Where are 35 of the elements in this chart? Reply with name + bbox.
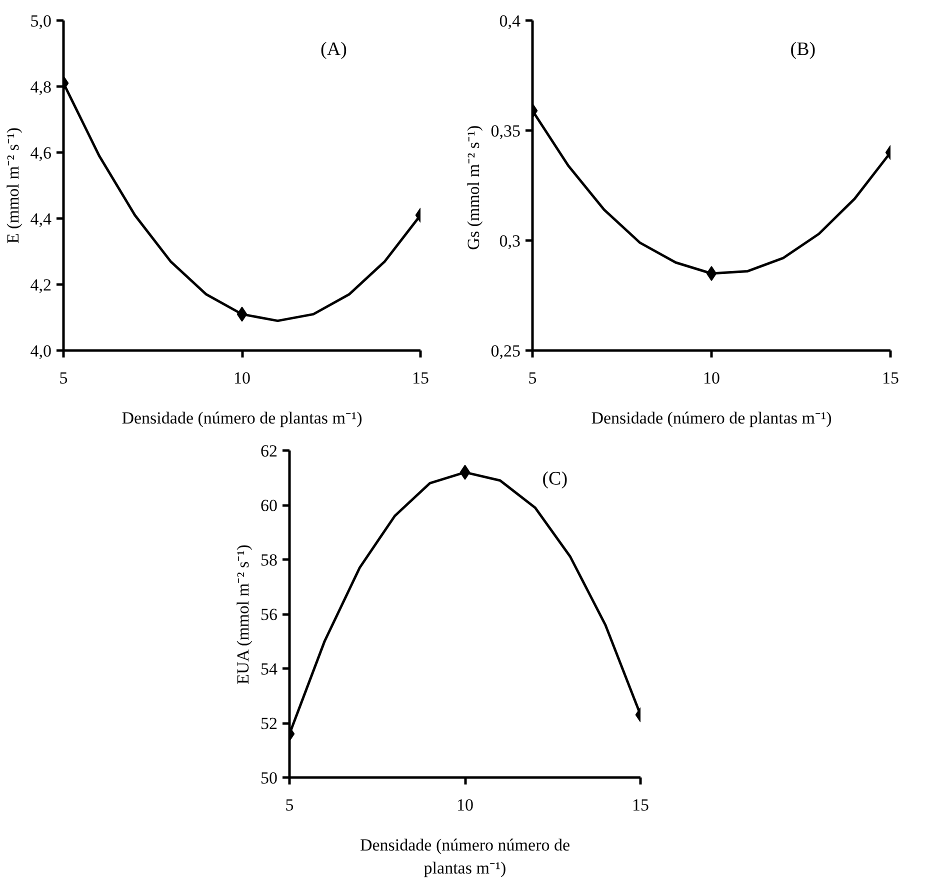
y-axis-title: EUA (mmol m⁻² s⁻¹) bbox=[234, 544, 252, 684]
y-tick-label: 4,6 bbox=[30, 144, 52, 162]
x-tick-label: 15 bbox=[412, 368, 429, 388]
y-tick-label: 50 bbox=[260, 768, 278, 788]
y-tick-label: 54 bbox=[260, 660, 278, 678]
y-tick-label: 5,0 bbox=[30, 12, 52, 30]
annotation: (C) bbox=[542, 468, 568, 490]
y-tick-label: 62 bbox=[260, 442, 278, 460]
x-tick-label: 10 bbox=[234, 368, 250, 388]
x-tick-label: 5 bbox=[59, 368, 68, 388]
x-tick-label: 15 bbox=[632, 796, 649, 814]
x-tick-label: 15 bbox=[882, 368, 899, 388]
x-axis-title: Densidade (número de plantas m⁻¹) bbox=[591, 408, 832, 428]
y-tick-label: 4,2 bbox=[30, 276, 52, 294]
annotation: (B) bbox=[790, 39, 816, 60]
y-tick-label: 4,8 bbox=[30, 78, 52, 96]
x-tick-label: 10 bbox=[703, 368, 720, 388]
y-tick-label: 0,35 bbox=[490, 122, 520, 140]
x-axis-title: Densidade (número número de plantas m⁻¹) bbox=[360, 836, 570, 878]
y-tick-label: 4,4 bbox=[30, 210, 52, 228]
y-tick-label: 4,0 bbox=[30, 342, 52, 360]
y-tick-label: 52 bbox=[260, 714, 278, 733]
y-axis-title: Gs (mmol m⁻² s⁻¹) bbox=[464, 125, 483, 250]
y-tick-label: 0,25 bbox=[490, 342, 520, 360]
x-axis-title: Densidade (número de plantas m⁻¹) bbox=[122, 408, 362, 428]
y-tick-label: 56 bbox=[260, 605, 278, 624]
x-tick-label: 5 bbox=[285, 796, 294, 814]
x-tick-label: 10 bbox=[456, 796, 474, 814]
x-tick-label: 5 bbox=[528, 368, 537, 388]
y-tick-label: 58 bbox=[260, 550, 278, 570]
annotation: (A) bbox=[320, 39, 347, 60]
y-tick-label: 60 bbox=[260, 496, 278, 515]
y-tick-label: 0,4 bbox=[499, 12, 521, 30]
y-axis-title: E (mmol m⁻² s⁻¹) bbox=[3, 127, 22, 244]
y-tick-label: 0,3 bbox=[499, 232, 520, 250]
